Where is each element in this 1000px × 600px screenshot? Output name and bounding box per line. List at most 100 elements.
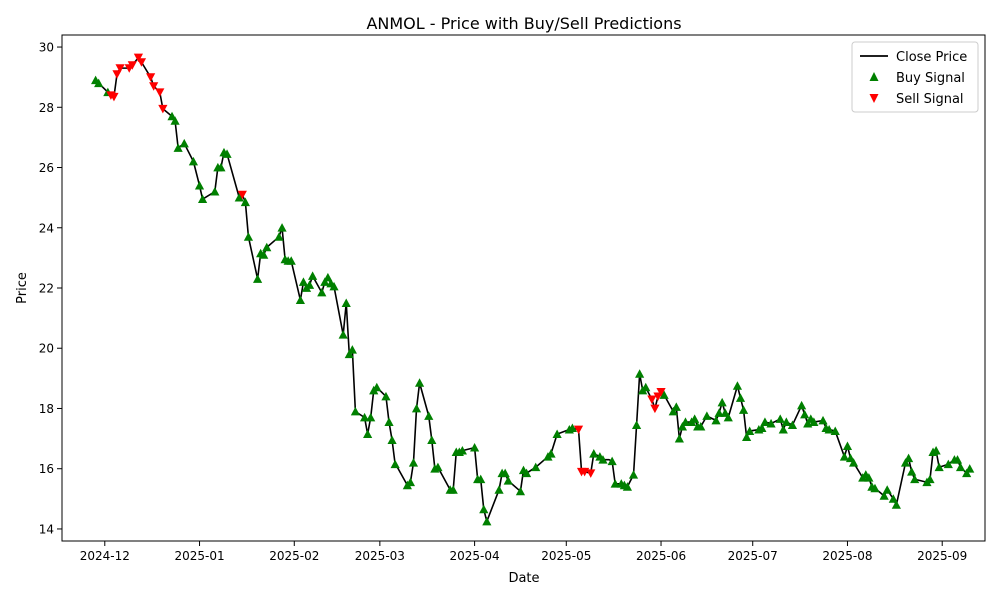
sell-signal-marker: [573, 425, 584, 435]
x-axis: 2024-12 2025-01 2025-02 2025-03 2025-04 2025-…: [80, 541, 967, 563]
y-tick-label: 24: [39, 221, 54, 235]
buy-signal-marker: [723, 412, 733, 422]
buy-signal-marker: [216, 162, 226, 172]
buy-signal-marker: [372, 382, 382, 392]
buy-signal-marker: [766, 418, 776, 428]
sell-signal-marker: [149, 82, 159, 91]
buy-signal-marker: [433, 462, 443, 472]
buy-signal-marker: [955, 462, 966, 472]
y-tick-label: 14: [39, 522, 54, 536]
buy-signal-marker: [888, 494, 898, 503]
buy-signal-marker: [210, 187, 220, 196]
buy-signal-marker: [787, 420, 798, 429]
x-tick-label: 2025-08: [822, 549, 872, 563]
buy-signal-marker: [732, 381, 743, 390]
buy-signal-marker: [848, 458, 859, 467]
buy-signal-marker: [521, 468, 532, 478]
buy-signal-marker: [194, 180, 205, 190]
buy-signal-marker: [641, 382, 651, 392]
sell-signal-marker: [146, 73, 156, 82]
sell-signal-layer: [106, 53, 666, 478]
buy-signal-marker: [824, 424, 834, 434]
x-axis-label: Date: [508, 571, 539, 586]
buy-signal-marker: [907, 467, 917, 476]
buy-signal-marker: [674, 433, 684, 443]
buy-signal-marker: [414, 378, 425, 387]
buy-signal-marker: [757, 423, 767, 432]
sell-signal-marker: [136, 58, 147, 67]
buy-signal-marker: [323, 272, 333, 282]
buy-signal-marker: [628, 470, 639, 479]
buy-signal-marker: [925, 474, 935, 484]
buy-signal-marker: [635, 369, 645, 378]
buy-signal-marker: [690, 414, 700, 423]
y-tick-label: 28: [39, 101, 54, 115]
buy-signal-marker: [427, 435, 437, 445]
buy-signal-marker: [760, 417, 770, 426]
buy-signal-marker: [222, 149, 232, 158]
buy-signal-marker: [341, 298, 351, 307]
y-axis: 14 16 18 20 22 24 26 28 30: [39, 41, 62, 536]
buy-signal-marker: [659, 390, 669, 399]
buy-signal-marker: [94, 78, 104, 88]
buy-signal-marker: [317, 287, 327, 297]
sell-signal-marker: [127, 61, 137, 70]
x-tick-label: 2025-07: [728, 549, 778, 563]
buy-signal-marker: [870, 483, 880, 493]
buy-signal-marker: [243, 232, 254, 241]
buy-signal-marker: [411, 403, 422, 413]
legend-label-sell-signal: Sell Signal: [896, 92, 964, 107]
buy-signal-marker: [622, 482, 633, 491]
legend-label-buy-signal: Buy Signal: [896, 71, 965, 86]
buy-signal-marker: [350, 406, 361, 416]
buy-signal-marker: [910, 474, 920, 484]
buy-signal-marker: [671, 402, 681, 411]
buy-signal-marker: [320, 277, 330, 286]
buy-signal-marker: [903, 453, 914, 463]
buy-signal-marker: [864, 473, 874, 482]
buy-signal-marker: [277, 223, 287, 232]
buy-signal-layer: [91, 75, 975, 526]
sell-signal-marker: [155, 88, 165, 97]
sell-signal-marker: [237, 190, 247, 200]
buy-signal-marker: [253, 274, 263, 283]
buy-signal-marker: [286, 256, 296, 265]
buy-signal-marker: [775, 414, 785, 423]
sell-signal-marker: [109, 92, 119, 102]
legend-sell-swatch: [869, 94, 879, 103]
buy-signal-marker: [546, 449, 556, 458]
y-tick-label: 22: [39, 282, 54, 296]
buy-signal-marker: [696, 421, 706, 431]
buy-signal-marker: [347, 345, 357, 354]
buy-signal-marker: [359, 412, 370, 422]
buy-signal-marker: [479, 504, 489, 514]
buy-signal-marker: [882, 485, 892, 494]
x-tick-label: 2025-09: [917, 549, 967, 563]
buy-signal-marker: [173, 143, 183, 152]
buy-signal-marker: [891, 500, 901, 509]
x-tick-label: 2025-03: [355, 549, 405, 563]
sell-signal-marker: [647, 395, 657, 405]
buy-signal-marker: [781, 417, 791, 426]
buy-signal-marker: [457, 446, 467, 455]
buy-signal-marker: [262, 242, 272, 252]
buy-signal-marker: [900, 458, 911, 467]
y-tick-label: 26: [39, 161, 54, 175]
y-tick-label: 16: [39, 462, 54, 476]
buy-signal-marker: [482, 516, 492, 526]
buy-signal-marker: [778, 424, 788, 434]
buy-signal-marker: [448, 485, 458, 494]
sell-signal-marker: [650, 404, 660, 414]
buy-signal-marker: [274, 232, 284, 241]
buy-signal-marker: [469, 443, 480, 452]
buy-signal-marker: [830, 426, 840, 435]
buy-signal-marker: [735, 393, 746, 402]
x-tick-label: 2025-04: [450, 549, 500, 563]
buy-signal-marker: [304, 280, 315, 289]
buy-signal-marker: [745, 426, 755, 435]
x-tick-label: 2025-01: [174, 549, 224, 563]
buy-signal-marker: [717, 397, 727, 407]
y-tick-label: 30: [39, 41, 54, 55]
sell-signal-marker: [158, 104, 168, 114]
buy-signal-marker: [680, 417, 691, 426]
